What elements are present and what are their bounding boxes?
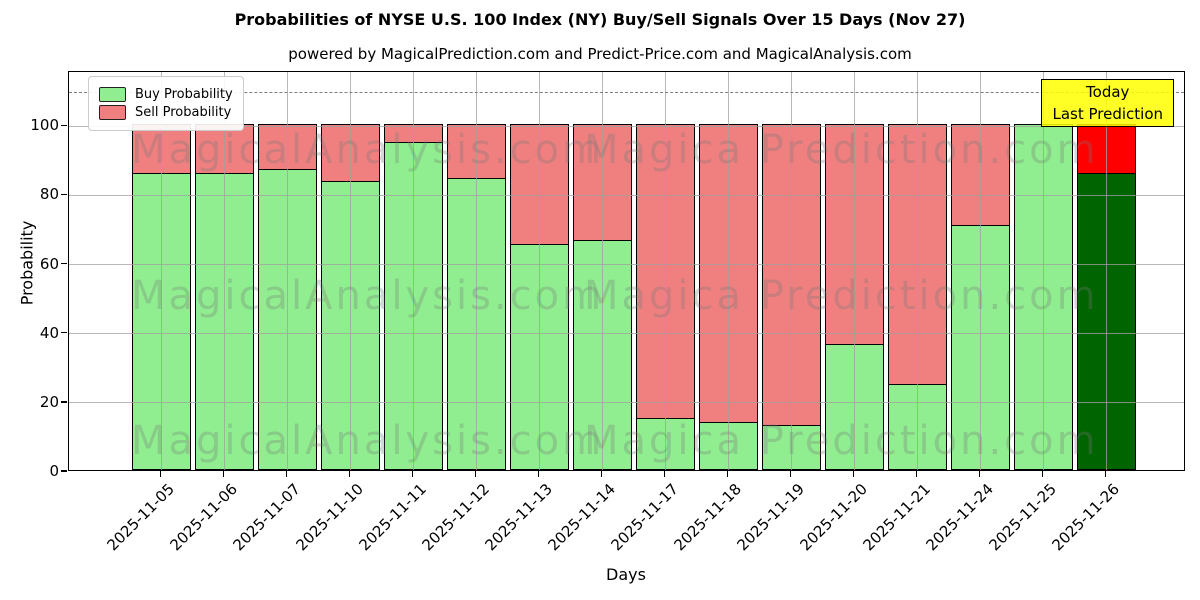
v-gridline xyxy=(1106,72,1107,470)
watermark-text: Magica Prediction.com xyxy=(584,127,1099,173)
x-tick-label: 2025-11-12 xyxy=(418,480,494,555)
x-tick-mark xyxy=(1104,471,1107,477)
watermark-text: MagicalAnalysis.com xyxy=(131,127,605,173)
v-gridline xyxy=(350,72,351,470)
plot-area: MagicalAnalysis.com Magica Prediction.com… xyxy=(68,71,1185,471)
x-tick-label: 2025-11-06 xyxy=(166,480,242,555)
x-tick-label: 2025-11-07 xyxy=(229,480,305,555)
h-gridline xyxy=(69,125,1184,127)
x-tick-mark xyxy=(537,471,540,477)
y-tick-mark xyxy=(61,124,67,126)
x-tick-label: 2025-11-17 xyxy=(607,480,683,555)
h-gridline xyxy=(69,194,1184,196)
y-tick-mark xyxy=(61,401,67,403)
y-tick-label: 100 xyxy=(30,116,59,135)
v-gridline xyxy=(224,72,225,470)
x-tick-mark xyxy=(852,471,855,477)
v-gridline xyxy=(539,72,540,470)
x-tick-mark xyxy=(915,471,918,477)
threshold-dashed-line xyxy=(69,91,1184,93)
chart-title: Probabilities of NYSE U.S. 100 Index (NY… xyxy=(234,10,966,29)
legend-item-buy: Buy Probability xyxy=(99,87,233,102)
h-gridline xyxy=(69,333,1184,335)
x-tick-mark xyxy=(474,471,477,477)
v-gridline xyxy=(728,72,729,470)
v-gridline xyxy=(602,72,603,470)
x-tick-mark xyxy=(1041,471,1044,477)
x-tick-mark xyxy=(600,471,603,477)
y-tick-mark xyxy=(61,193,67,196)
h-gridline xyxy=(69,264,1184,266)
y-tick-label: 40 xyxy=(39,323,59,342)
v-gridline xyxy=(665,72,666,470)
watermark-text: Magica Prediction.com xyxy=(584,418,1099,464)
legend-buy-label: Buy Probability xyxy=(135,87,233,102)
x-tick-mark xyxy=(726,471,729,477)
y-tick-label: 20 xyxy=(39,392,59,411)
x-tick-label: 2025-11-19 xyxy=(733,480,809,555)
x-tick-label: 2025-11-13 xyxy=(481,480,557,555)
today-annotation: Today Last Prediction xyxy=(1041,79,1174,127)
v-gridline xyxy=(1043,72,1044,470)
y-tick-label: 60 xyxy=(39,254,59,273)
sell-swatch-icon xyxy=(99,105,126,120)
y-tick-label: 80 xyxy=(39,185,59,204)
x-tick-label: 2025-11-10 xyxy=(292,480,368,555)
watermark-text: MagicalAnalysis.com xyxy=(131,418,605,464)
v-gridline xyxy=(980,72,981,470)
x-axis-label: Days xyxy=(606,565,646,584)
x-tick-label: 2025-11-18 xyxy=(670,480,746,555)
x-tick-label: 2025-11-11 xyxy=(355,480,431,555)
x-tick-label: 2025-11-14 xyxy=(544,480,620,555)
buy-swatch-icon xyxy=(99,87,126,102)
x-tick-mark xyxy=(978,471,981,477)
today-annotation-line1: Today xyxy=(1086,83,1130,101)
x-tick-label: 2025-11-26 xyxy=(1048,480,1124,555)
v-gridline xyxy=(287,72,288,470)
h-gridline xyxy=(69,402,1184,404)
y-tick-mark xyxy=(61,262,67,265)
x-tick-label: 2025-11-20 xyxy=(796,480,872,555)
v-gridline xyxy=(161,72,162,470)
x-tick-mark xyxy=(159,471,162,477)
v-gridline xyxy=(854,72,855,470)
x-tick-label: 2025-11-05 xyxy=(103,480,179,555)
x-tick-label: 2025-11-24 xyxy=(922,480,998,555)
today-annotation-line2: Last Prediction xyxy=(1052,105,1163,123)
watermark-text: MagicalAnalysis.com xyxy=(131,273,605,319)
x-tick-mark xyxy=(285,471,288,477)
y-tick-label: 0 xyxy=(49,462,59,480)
legend: Buy Probability Sell Probability xyxy=(88,76,244,131)
v-gridline xyxy=(476,72,477,470)
legend-item-sell: Sell Probability xyxy=(99,105,233,120)
x-tick-mark xyxy=(663,471,666,477)
legend-sell-label: Sell Probability xyxy=(135,105,232,120)
y-tick-mark xyxy=(61,332,67,334)
v-gridline xyxy=(413,72,414,470)
x-tick-mark xyxy=(348,471,351,477)
x-tick-mark xyxy=(411,471,414,477)
chart-subtitle: powered by MagicalPrediction.com and Pre… xyxy=(288,45,912,63)
x-tick-mark xyxy=(789,471,792,477)
watermark-text: Magica Prediction.com xyxy=(584,273,1099,319)
y-tick-mark xyxy=(61,470,67,472)
x-tick-label: 2025-11-25 xyxy=(985,480,1061,555)
x-tick-label: 2025-11-21 xyxy=(859,480,935,555)
v-gridline xyxy=(917,72,918,470)
x-tick-mark xyxy=(222,471,225,477)
v-gridline xyxy=(791,72,792,470)
